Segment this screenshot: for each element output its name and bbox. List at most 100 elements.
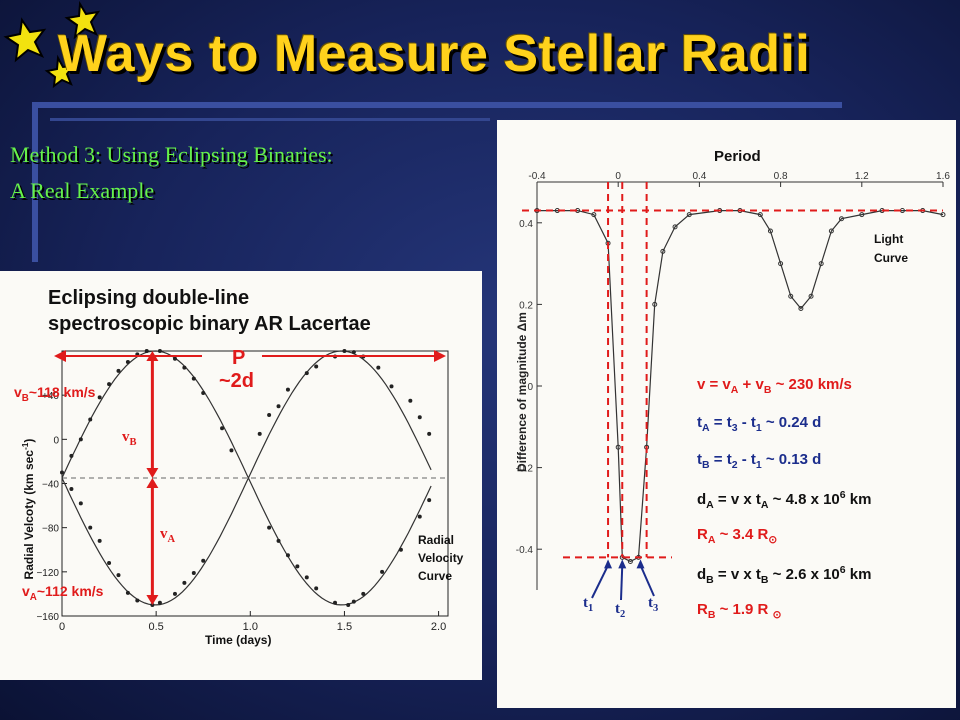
arrowhead-up-icon xyxy=(604,559,613,569)
rv-point xyxy=(285,553,290,558)
frame-line-top xyxy=(32,102,842,108)
lc-point xyxy=(652,301,658,307)
rv-point xyxy=(333,600,338,605)
rv-point xyxy=(376,365,381,370)
rv-y-tick-label: −40 xyxy=(42,480,59,491)
equation-line: tA = t3 - t1 ~ 0.24 d xyxy=(697,413,822,434)
equation-line: tB = t2 - t1 ~ 0.13 d xyxy=(697,451,822,471)
rv-point xyxy=(88,417,93,422)
rv-x-tick-label: 1.0 xyxy=(243,621,258,633)
rv-point xyxy=(88,525,93,530)
rv-point xyxy=(182,365,187,370)
rv-point xyxy=(116,368,121,373)
rv-point xyxy=(78,437,83,442)
rv-point xyxy=(351,350,356,355)
slide-title: Ways to Measure Stellar Radii xyxy=(58,25,811,83)
rv-point xyxy=(78,501,83,506)
lc-x-tick-label: 0.4 xyxy=(692,171,706,182)
rv-point xyxy=(157,349,162,353)
lc-point xyxy=(615,444,621,450)
lc-y-tick-label: -0.2 xyxy=(516,464,534,475)
rv-point xyxy=(351,599,356,604)
vb-arrow-label: vB xyxy=(122,429,137,448)
va-arrow-label: vA xyxy=(160,526,176,545)
rv-curve-label-3: Curve xyxy=(418,569,453,583)
equation-line: v = vA + vB ~ 230 km/s xyxy=(697,376,852,396)
rv-point xyxy=(267,525,272,530)
arrowhead-down-icon xyxy=(146,594,159,605)
rv-point xyxy=(201,390,206,395)
rv-point xyxy=(276,538,281,543)
rv-xlabel: Time (days) xyxy=(205,633,272,647)
equation-line: RB ~ 1.9 R ⊙ xyxy=(697,601,782,621)
rv-point xyxy=(229,448,234,453)
rv-point xyxy=(389,384,394,389)
rv-y-tick-label: 0 xyxy=(53,435,59,446)
rv-point xyxy=(361,591,366,596)
rv-ylabel: Radial Velcoty (km sec-1) xyxy=(20,438,36,580)
rv-point xyxy=(191,376,196,381)
lc-x-tick-label: 0 xyxy=(615,171,621,182)
lc-curve-label-1: Light xyxy=(874,232,904,246)
arrowhead-down-icon xyxy=(146,467,159,478)
lc-point xyxy=(778,261,784,267)
lc-point xyxy=(767,228,773,234)
lc-point xyxy=(828,228,834,234)
rv-point xyxy=(346,602,351,607)
rv-curve-label-2: Velocity xyxy=(418,551,464,565)
t2-label: t2 xyxy=(615,601,626,620)
va-min-label: vA~112 km/s xyxy=(22,583,104,603)
rv-point xyxy=(267,413,272,418)
rv-point xyxy=(285,387,290,392)
rv-point xyxy=(135,598,140,603)
time-marker-arrow xyxy=(620,565,624,601)
t3-label: t3 xyxy=(648,595,659,614)
rv-point xyxy=(408,398,413,403)
lc-point xyxy=(591,212,597,218)
t1-label: t1 xyxy=(583,595,594,614)
lc-point xyxy=(798,305,804,311)
rv-x-tick-label: 0 xyxy=(59,621,65,633)
rv-point xyxy=(116,573,121,578)
rv-point xyxy=(201,558,206,563)
light-curve-panel: -0.4 0 0.4 0.8 1.2 1.6 0.4 0.2 0 -0.2 -0.4 Period … xyxy=(497,120,956,708)
rv-point xyxy=(276,404,281,409)
lc-x-tick-label: 1.6 xyxy=(936,171,950,182)
lc-y-tick-label: 0.2 xyxy=(519,300,533,311)
rv-point xyxy=(69,453,74,458)
lc-point xyxy=(859,212,865,218)
rv-y-tick-label: −120 xyxy=(36,568,59,579)
rv-y-tick-label: +40 xyxy=(42,391,59,402)
lc-point xyxy=(839,216,844,222)
rv-point xyxy=(144,349,149,353)
radial-velocity-panel: Eclipsing double-line spectroscopic bina… xyxy=(0,271,482,680)
rv-x-tick-label: 1.5 xyxy=(337,621,352,633)
rv-point xyxy=(314,364,319,369)
lc-point xyxy=(686,212,692,218)
rv-point xyxy=(125,360,130,365)
rv-x-tick-label: 2.0 xyxy=(431,621,446,633)
rv-point xyxy=(125,590,130,595)
rv-point xyxy=(417,514,422,519)
lc-point xyxy=(818,261,824,267)
rv-point xyxy=(398,547,403,552)
lc-curve-label-2: Curve xyxy=(874,251,909,265)
lc-y-tick-label: -0.4 xyxy=(516,545,534,556)
radial-velocity-chart: 0 0.5 1.0 1.5 2.0 +40 0 −40 −80 −120 −160 xyxy=(36,349,449,633)
subtitle-method: Method 3: Using Eclipsing Binaries: xyxy=(10,142,333,167)
lc-y-tick-label: 0 xyxy=(527,382,533,393)
rv-point xyxy=(257,431,262,436)
arrowhead-up-icon xyxy=(618,559,627,569)
lc-point xyxy=(808,293,814,299)
rv-curve-label-1: Radial xyxy=(418,533,455,547)
rv-x-tick-label: 0.5 xyxy=(148,621,163,633)
rv-point xyxy=(97,395,102,400)
lc-point xyxy=(788,293,794,299)
subtitle-example: A Real Example xyxy=(10,178,155,203)
lc-point xyxy=(627,558,633,564)
equation-line: dA = v x tA ~ 4.8 x 106 km xyxy=(697,488,872,511)
lc-y-tick-label: 0.4 xyxy=(519,219,533,230)
rv-point xyxy=(107,382,112,387)
frame-line-left xyxy=(32,102,38,262)
arrowhead-up-icon xyxy=(146,351,159,361)
